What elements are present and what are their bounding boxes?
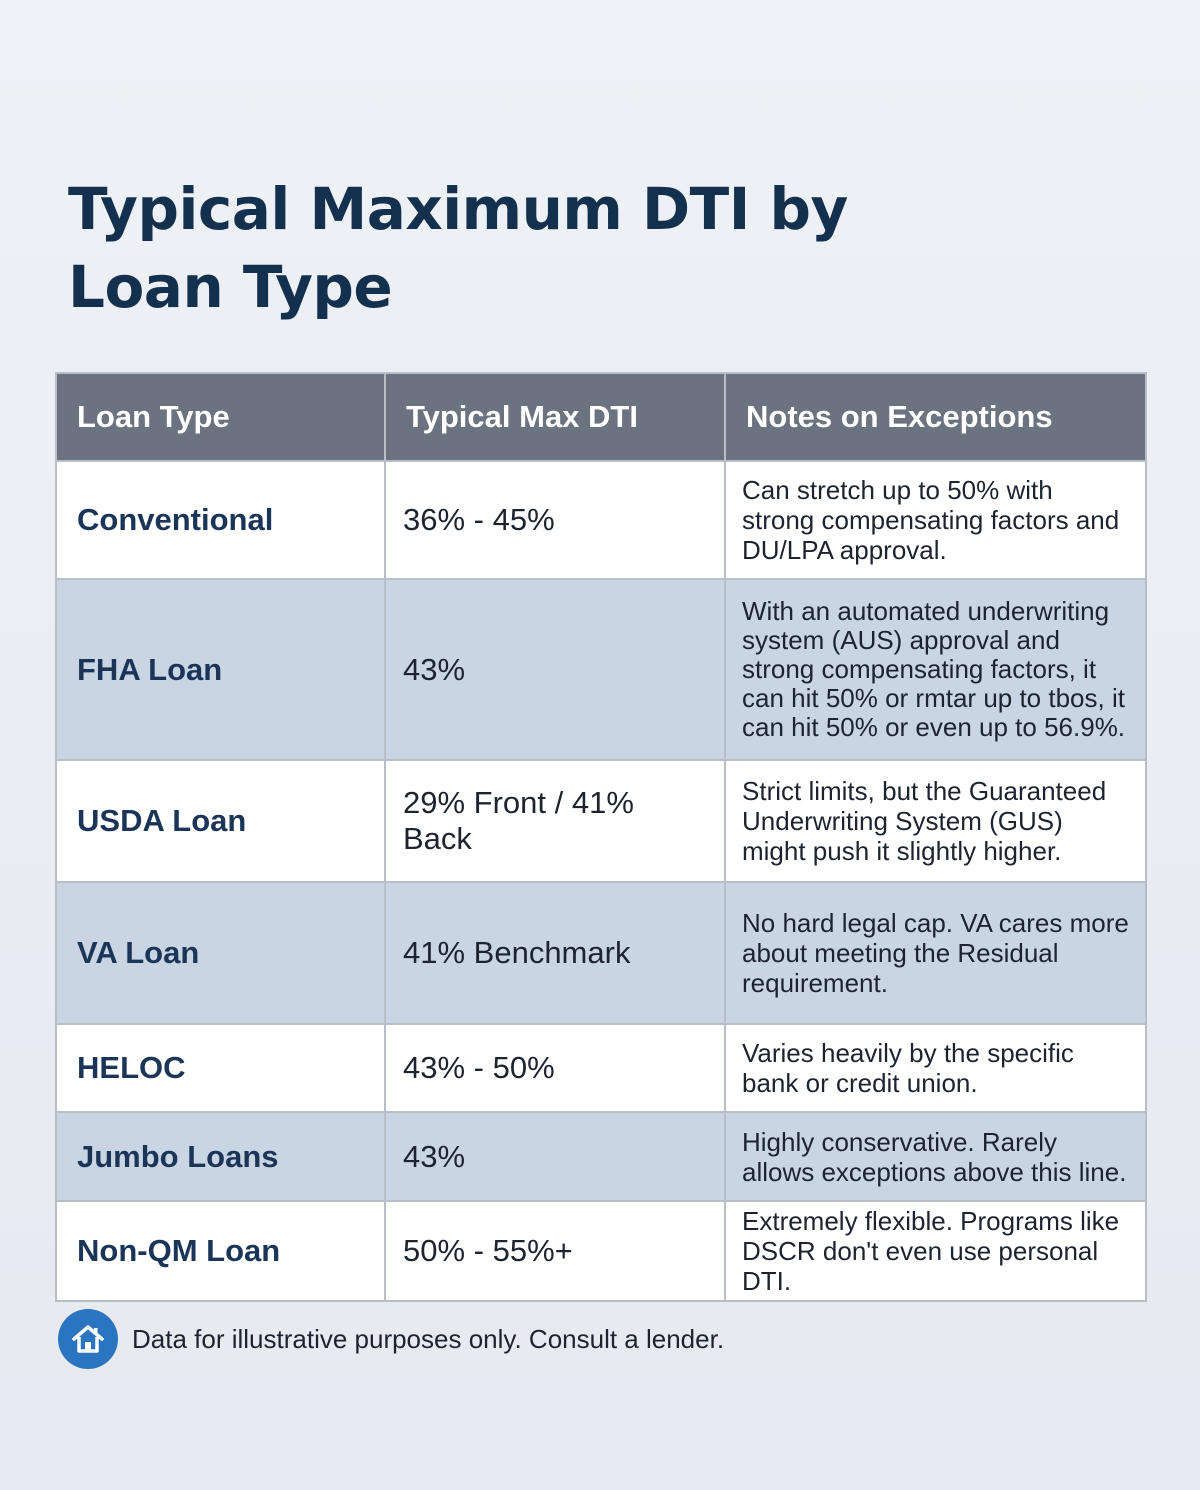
dti-table: Loan Type Typical Max DTI Notes on Excep…: [55, 372, 1147, 1302]
loan-type-cell: Jumbo Loans: [55, 1111, 386, 1202]
table-row: HELOC 43% - 50% Varies heavily by the sp…: [55, 1023, 1147, 1113]
max-dti-cell: 43%: [384, 578, 726, 761]
table-row: Jumbo Loans 43% Highly conservative. Rar…: [55, 1111, 1147, 1202]
notes-cell: Extremely flexible. Programs like DSCR d…: [724, 1200, 1147, 1302]
house-icon: [58, 1309, 118, 1369]
footer-text: Data for illustrative purposes only. Con…: [132, 1323, 725, 1354]
table-row: Conventional 36% - 45% Can stretch up to…: [55, 460, 1147, 580]
max-dti-cell: 29% Front / 41% Back: [384, 759, 726, 883]
loan-type-cell: HELOC: [55, 1023, 386, 1113]
table-header-row: Loan Type Typical Max DTI Notes on Excep…: [55, 372, 1147, 462]
header-loan-type: Loan Type: [55, 372, 386, 462]
table-row: Non-QM Loan 50% - 55%+ Extremely flexibl…: [55, 1200, 1147, 1302]
max-dti-cell: 43% - 50%: [384, 1023, 726, 1113]
page-title: Typical Maximum DTI by Loan Type: [68, 170, 868, 326]
notes-cell: Can stretch up to 50% with strong compen…: [724, 460, 1147, 580]
header-typical-max-dti: Typical Max DTI: [384, 372, 726, 462]
loan-type-cell: Non-QM Loan: [55, 1200, 386, 1302]
table-row: USDA Loan 29% Front / 41% Back Strict li…: [55, 759, 1147, 883]
notes-cell: Varies heavily by the specific bank or c…: [724, 1023, 1147, 1113]
notes-cell: Strict limits, but the Guaranteed Underw…: [724, 759, 1147, 883]
max-dti-cell: 36% - 45%: [384, 460, 726, 580]
header-notes: Notes on Exceptions: [724, 372, 1147, 462]
notes-cell: With an automated underwriting system (A…: [724, 578, 1147, 761]
loan-type-cell: FHA Loan: [55, 578, 386, 761]
table-row: FHA Loan 43% With an automated underwrit…: [55, 578, 1147, 761]
max-dti-cell: 41% Benchmark: [384, 881, 726, 1025]
loan-type-cell: Conventional: [55, 460, 386, 580]
title-line-2: Loan Type: [68, 253, 393, 321]
title-line-1: Typical Maximum DTI by: [68, 175, 848, 243]
footer-disclaimer: Data for illustrative purposes only. Con…: [58, 1309, 724, 1369]
max-dti-cell: 43%: [384, 1111, 726, 1202]
loan-type-cell: USDA Loan: [55, 759, 386, 883]
max-dti-cell: 50% - 55%+: [384, 1200, 726, 1302]
notes-cell: Highly conservative. Rarely allows excep…: [724, 1111, 1147, 1202]
notes-cell: No hard legal cap. VA cares more about m…: [724, 881, 1147, 1025]
loan-type-cell: VA Loan: [55, 881, 386, 1025]
table-row: VA Loan 41% Benchmark No hard legal cap.…: [55, 881, 1147, 1025]
